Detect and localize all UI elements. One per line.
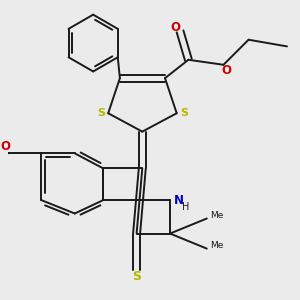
Text: O: O <box>221 64 231 77</box>
Text: O: O <box>0 140 10 153</box>
Text: S: S <box>132 270 141 283</box>
Text: N: N <box>174 194 184 207</box>
Text: Me: Me <box>210 211 224 220</box>
Text: S: S <box>180 108 188 118</box>
Text: O: O <box>171 20 181 34</box>
Text: H: H <box>182 202 190 212</box>
Text: Me: Me <box>210 241 224 250</box>
Text: S: S <box>97 108 105 118</box>
